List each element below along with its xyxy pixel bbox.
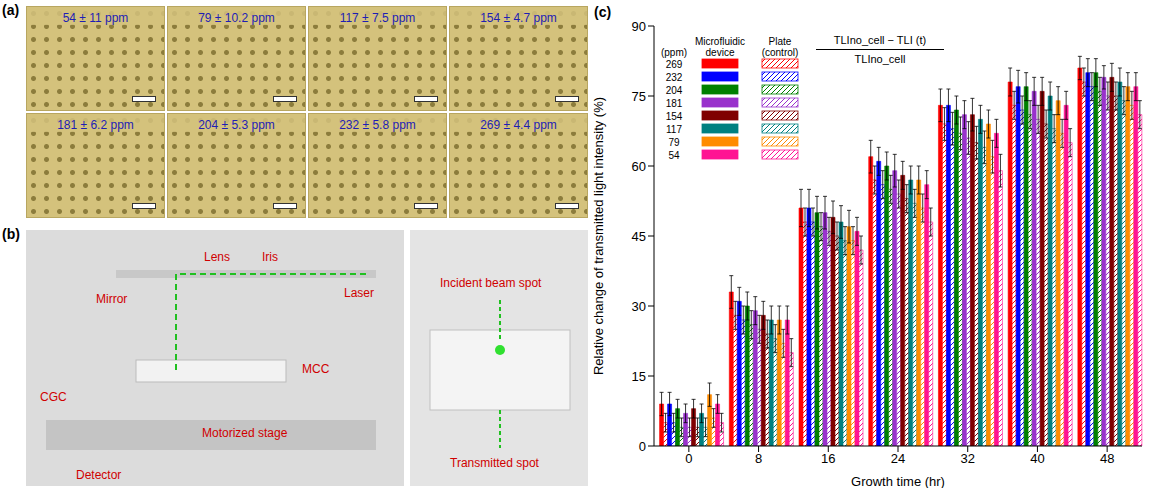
svg-text:Relative change of transmitted: Relative change of transmitted light int… — [592, 97, 606, 375]
svg-text:32: 32 — [960, 451, 974, 466]
html-text:MCC: MCC — [302, 362, 330, 376]
html-text:154 ± 4.7 ppm: 154 ± 4.7 ppm — [480, 11, 557, 25]
html-text:Detector: Detector — [76, 468, 122, 482]
html-text:Mirror: Mirror — [96, 292, 128, 306]
html-text:Microfluidic device: Microfluidic device — [695, 36, 745, 58]
html-text:Transmitted spot: Transmitted spot — [450, 456, 539, 470]
html-text:Plate (control): Plate (control) — [761, 36, 799, 58]
html-text:204: 204 — [665, 85, 683, 96]
html-text:CGC: CGC — [40, 390, 67, 404]
html-text:181: 181 — [665, 98, 683, 109]
svg-text:8: 8 — [755, 451, 762, 466]
html-text:232: 232 — [665, 72, 683, 83]
html-text:(c): (c) — [594, 4, 612, 20]
svg-text:15: 15 — [632, 369, 646, 384]
html-text:Laser: Laser — [344, 286, 374, 300]
html-text:(b): (b) — [2, 226, 20, 242]
svg-text:45: 45 — [632, 229, 646, 244]
svg-text:60: 60 — [632, 159, 646, 174]
html-text:232 ± 5.8 ppm: 232 ± 5.8 ppm — [339, 118, 416, 132]
html-text:79: 79 — [668, 137, 680, 148]
svg-text:0: 0 — [685, 451, 692, 466]
html-text:117 ± 7.5 ppm: 117 ± 7.5 ppm — [339, 11, 416, 25]
html-text:204 ± 5.3 ppm: 204 ± 5.3 ppm — [198, 118, 275, 132]
html-text:269: 269 — [665, 59, 683, 70]
html-text:(a): (a) — [2, 2, 20, 18]
html-text:54: 54 — [668, 150, 680, 161]
html-text:TLIno_cell − TLI (t): TLIno_cell − TLI (t) — [833, 34, 927, 46]
html-text:117: 117 — [666, 124, 682, 135]
html-text:TLIno_cell: TLIno_cell — [854, 53, 906, 65]
svg-text:40: 40 — [1030, 451, 1044, 466]
html-text:Lens: Lens — [204, 250, 230, 264]
html-text:(ppm): (ppm) — [660, 47, 688, 58]
html-text:54 ± 11 ppm: 54 ± 11 ppm — [62, 11, 129, 25]
svg-text:48: 48 — [1100, 451, 1114, 466]
svg-text:Growth time (hr): Growth time (hr) — [851, 474, 945, 488]
html-text:181 ± 6.2 ppm: 181 ± 6.2 ppm — [57, 118, 134, 132]
svg-text:24: 24 — [891, 451, 905, 466]
svg-text:16: 16 — [821, 451, 835, 466]
html-text:154: 154 — [665, 111, 683, 122]
html-text:Iris: Iris — [262, 250, 278, 264]
svg-text:75: 75 — [632, 89, 646, 104]
html-text:269 ± 4.4 ppm: 269 ± 4.4 ppm — [480, 118, 557, 132]
html-text:Motorized stage: Motorized stage — [202, 426, 288, 440]
html-text:Incident beam spot: Incident beam spot — [440, 276, 542, 290]
svg-text:0: 0 — [639, 439, 646, 454]
svg-text:30: 30 — [632, 299, 646, 314]
html-text:79 ± 10.2 ppm: 79 ± 10.2 ppm — [198, 11, 275, 25]
svg-text:90: 90 — [632, 19, 646, 34]
